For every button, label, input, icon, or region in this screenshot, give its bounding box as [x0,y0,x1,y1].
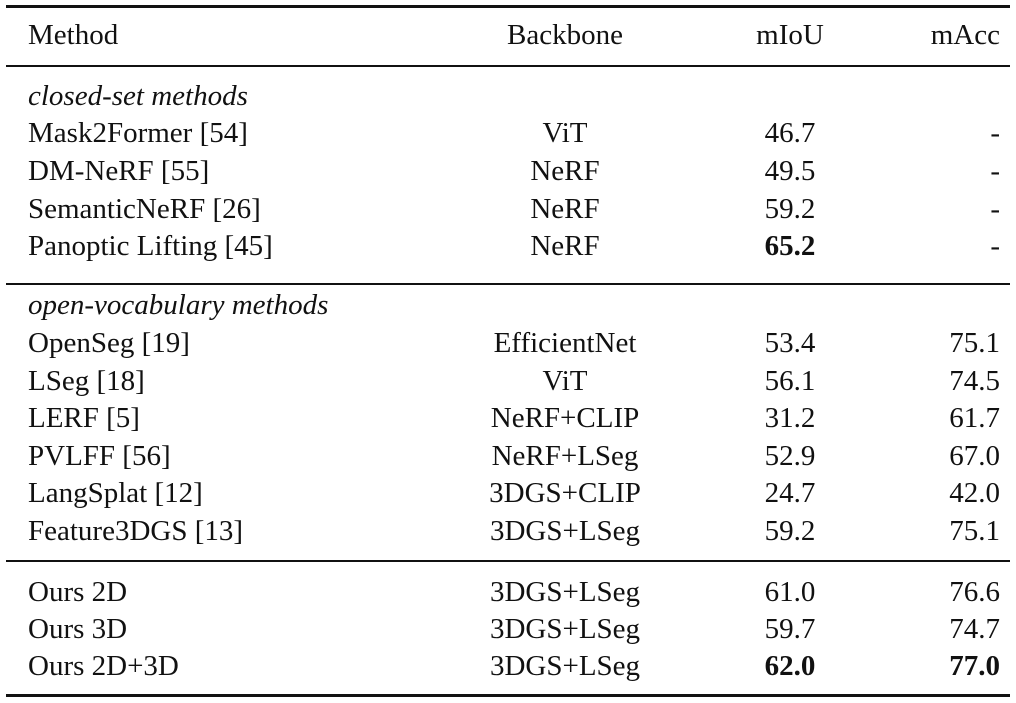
miou-cell-best: 62.0 [764,650,816,682]
method-cell: Ours 2D [28,576,128,608]
table-row: DM-NeRF [55] NeRF 49.5 - [0,152,1016,190]
method-cell: PVLFF [56] [28,440,171,472]
backbone-cell: ViT [542,117,588,149]
bottom-rule [6,694,1010,697]
macc-cell: - [990,230,1000,262]
header-rule [6,65,1010,67]
backbone-cell: NeRF+CLIP [490,402,640,434]
macc-cell: - [990,117,1000,149]
miou-cell: 61.0 [764,576,816,608]
header-method: Method [28,19,119,51]
table-row: Mask2Former [54] ViT 46.7 - [0,114,1016,152]
miou-cell-best: 65.2 [764,230,816,262]
section-divider-1 [6,283,1010,285]
backbone-cell: 3DGS+LSeg [489,650,641,682]
table-row: SemanticNeRF [26] NeRF 59.2 - [0,190,1016,228]
method-cell: Panoptic Lifting [45] [28,230,273,262]
macc-cell: 74.5 [949,365,1000,397]
miou-cell: 59.7 [764,613,816,645]
table-row: Panoptic Lifting [45] NeRF 65.2 - [0,227,1016,265]
table-row: Ours 3D 3DGS+LSeg 59.7 74.7 [0,610,1016,648]
macc-cell: 67.0 [949,440,1000,472]
backbone-cell: NeRF [530,230,600,262]
macc-cell: 75.1 [949,515,1000,547]
miou-cell: 49.5 [764,155,816,187]
backbone-cell: 3DGS+LSeg [489,576,641,608]
macc-cell: 74.7 [949,613,1000,645]
backbone-cell: EfficientNet [493,327,637,359]
table-row: PVLFF [56] NeRF+LSeg 52.9 67.0 [0,437,1016,475]
method-cell: LSeg [18] [28,365,145,397]
macc-cell: 61.7 [949,402,1000,434]
macc-cell: 75.1 [949,327,1000,359]
method-cell: LERF [5] [28,402,140,434]
macc-cell-best: 77.0 [949,650,1000,682]
table-row: Ours 2D 3DGS+LSeg 61.0 76.6 [0,573,1016,611]
miou-cell: 24.7 [764,477,816,509]
table-row: Feature3DGS [13] 3DGS+LSeg 59.2 75.1 [0,512,1016,550]
section-title-open-vocabulary: open-vocabulary methods [0,286,1016,324]
backbone-cell: NeRF [530,193,600,225]
miou-cell: 31.2 [764,402,816,434]
miou-cell: 46.7 [764,117,816,149]
miou-cell: 59.2 [764,515,816,547]
macc-cell: - [990,193,1000,225]
header-miou: mIoU [756,19,824,51]
table-row: LERF [5] NeRF+CLIP 31.2 61.7 [0,399,1016,437]
table-row: Ours 2D+3D 3DGS+LSeg 62.0 77.0 [0,647,1016,685]
miou-cell: 52.9 [764,440,816,472]
backbone-cell: 3DGS+CLIP [489,477,641,509]
header-backbone: Backbone [507,19,623,51]
macc-cell: 76.6 [949,576,1000,608]
method-cell: Ours 2D+3D [28,650,179,682]
backbone-cell: NeRF [530,155,600,187]
header-row: Method Backbone mIoU mAcc [0,16,1016,54]
method-cell: SemanticNeRF [26] [28,193,261,225]
miou-cell: 59.2 [764,193,816,225]
backbone-cell: 3DGS+LSeg [489,613,641,645]
method-cell: Mask2Former [54] [28,117,248,149]
table-row: LangSplat [12] 3DGS+CLIP 24.7 42.0 [0,474,1016,512]
table-row: OpenSeg [19] EfficientNet 53.4 75.1 [0,324,1016,362]
backbone-cell: NeRF+LSeg [491,440,639,472]
method-cell: DM-NeRF [55] [28,155,210,187]
method-cell: OpenSeg [19] [28,327,190,359]
method-cell: Ours 3D [28,613,128,645]
section-title: closed-set methods [28,80,248,112]
method-cell: Feature3DGS [13] [28,515,244,547]
section-title-closed-set: closed-set methods [0,77,1016,115]
backbone-cell: 3DGS+LSeg [489,515,641,547]
macc-cell: - [990,155,1000,187]
miou-cell: 53.4 [764,327,816,359]
header-macc: mAcc [930,19,1000,51]
backbone-cell: ViT [542,365,588,397]
top-rule [6,5,1010,8]
method-cell: LangSplat [12] [28,477,203,509]
macc-cell: 42.0 [949,477,1000,509]
table-row: LSeg [18] ViT 56.1 74.5 [0,362,1016,400]
section-title: open-vocabulary methods [28,289,329,321]
miou-cell: 56.1 [764,365,816,397]
section-divider-2 [6,560,1010,562]
